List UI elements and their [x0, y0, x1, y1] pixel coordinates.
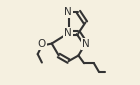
Text: N: N — [64, 28, 72, 38]
Text: O: O — [38, 39, 46, 49]
Text: N: N — [82, 39, 90, 49]
Text: N: N — [64, 7, 72, 17]
